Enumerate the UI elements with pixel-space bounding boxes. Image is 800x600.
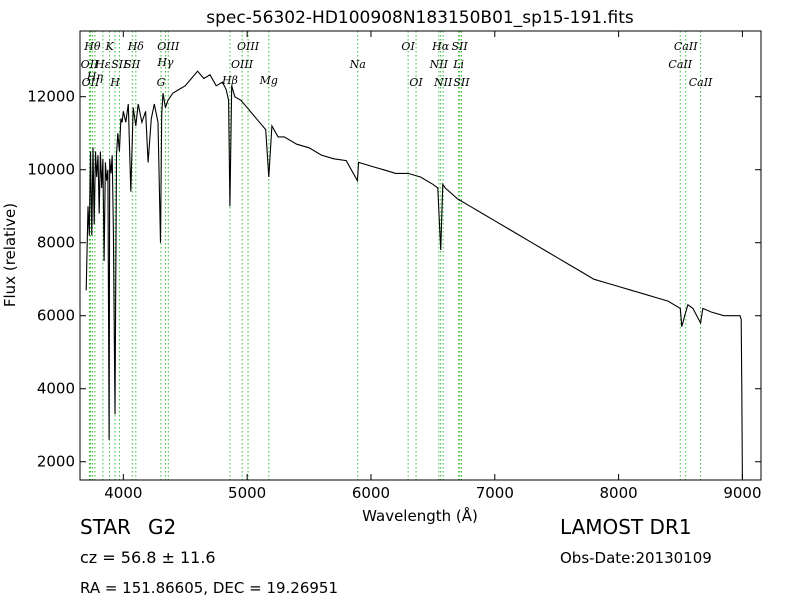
spectral-line-label: Hγ	[156, 56, 174, 69]
spectral-line-label: CaII	[674, 40, 698, 53]
x-tick-label: 9000	[723, 484, 761, 502]
line-marker-labels: OIIOIIHθHηHεKHSIISIIHδGHγOIIIHβOIIIOIIIM…	[81, 40, 713, 89]
y-tick-label: 8000	[37, 234, 75, 252]
spectral-line-label: Mg	[259, 74, 278, 87]
plot-frame	[79, 30, 762, 481]
y-tick-label: 4000	[37, 380, 75, 398]
x-axis-ticks: 4000 5000 6000 7000 8000 9000	[104, 31, 762, 502]
y-tick-label: 6000	[37, 307, 75, 325]
spectral-line-label: H	[109, 76, 120, 89]
object-subclass: G2	[148, 515, 177, 539]
line-markers	[89, 31, 702, 480]
spectral-line-label: NII	[429, 58, 449, 71]
spectral-line-label: Hε	[94, 58, 111, 71]
spectral-line-label: OII	[82, 76, 100, 89]
spectral-line-label: OIII	[231, 58, 254, 71]
y-tick-label: 2000	[37, 453, 75, 471]
spectral-line-label: OIII	[237, 40, 260, 53]
spectral-line-label: OI	[409, 76, 423, 89]
x-axis-label: Wavelength (Å)	[362, 506, 478, 525]
spectral-line-label: SII	[452, 40, 469, 53]
spectral-line-label: SII	[124, 58, 141, 71]
spectral-line-label: OII	[81, 58, 99, 71]
x-tick-label: 8000	[600, 484, 638, 502]
y-tick-label: 10000	[27, 161, 75, 179]
x-tick-label: 4000	[104, 484, 142, 502]
y-axis-label: Flux (relative)	[1, 203, 19, 307]
spectral-line-label: K	[104, 40, 114, 53]
observation-date: Obs-Date:20130109	[560, 549, 712, 567]
spectral-line-label: Hδ	[127, 40, 145, 53]
redshift-cz: cz = 56.8 ± 11.6	[80, 548, 216, 567]
x-tick-label: 5000	[228, 484, 266, 502]
spectral-line-label: OI	[401, 40, 415, 53]
survey-name: LAMOST DR1	[560, 515, 692, 539]
spectral-line-label: CaII	[689, 76, 713, 89]
spectral-line-label: Hη	[86, 71, 104, 84]
spectral-line-label: Na	[349, 58, 366, 71]
spectrum-series-line	[85, 70, 743, 481]
spectral-line-label: Hα	[431, 40, 450, 53]
y-tick-label: 12000	[27, 88, 75, 106]
spectral-line-label: Li	[452, 58, 464, 71]
x-tick-label: 7000	[476, 484, 514, 502]
spectral-line-label: SII	[111, 58, 128, 71]
spectral-line-label: NII	[433, 76, 453, 89]
spectral-line-label: CaII	[668, 58, 692, 71]
object-class: STAR	[80, 515, 131, 539]
y-axis-ticks: 2000 4000 6000 8000 10000 12000	[27, 88, 761, 471]
spectral-line-label: Hθ	[83, 40, 101, 53]
spectral-line-label: SII	[453, 76, 470, 89]
spectral-line-label: G	[157, 76, 166, 89]
x-tick-label: 6000	[352, 484, 390, 502]
coordinates: RA = 151.86605, DEC = 19.26951	[80, 579, 339, 597]
spectral-line-label: OIII	[157, 40, 180, 53]
spectral-line-label: Hβ	[221, 74, 238, 87]
chart-title: spec-56302-HD100908N183150B01_sp15-191.f…	[206, 8, 634, 28]
